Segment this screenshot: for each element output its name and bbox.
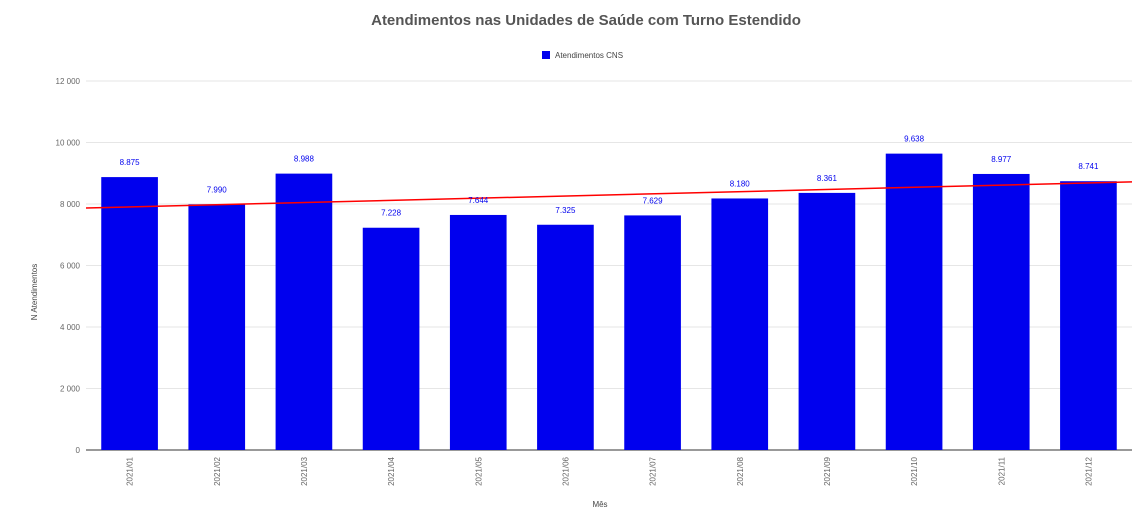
y-tick-label: 0 <box>76 446 81 455</box>
bar[interactable] <box>101 177 158 450</box>
x-tick-label: 2021/12 <box>1084 456 1093 485</box>
x-tick-label: 2021/06 <box>561 456 570 485</box>
bar-value-label: 7.644 <box>468 196 489 205</box>
y-tick-label: 6 000 <box>60 262 81 271</box>
bar-value-label: 8.180 <box>730 179 751 188</box>
bar-value-label: 7.325 <box>555 206 576 215</box>
bar-value-label: 7.228 <box>381 209 402 218</box>
y-tick-label: 12 000 <box>56 77 81 86</box>
bar-value-label: 8.741 <box>1078 162 1099 171</box>
x-axis-label: Mês <box>592 500 607 509</box>
x-tick-label: 2021/05 <box>474 456 483 485</box>
bars <box>101 153 1117 451</box>
legend-label: Atendimentos CNS <box>555 51 623 60</box>
x-tick-label: 2021/09 <box>823 456 832 485</box>
bar[interactable] <box>885 153 943 450</box>
bar[interactable] <box>972 173 1030 450</box>
bar-value-label: 7.990 <box>207 185 228 194</box>
x-tick-label: 2021/08 <box>736 456 745 485</box>
bar-value-label: 7.629 <box>643 196 664 205</box>
x-tick-label: 2021/01 <box>126 456 135 485</box>
y-tick-label: 2 000 <box>60 385 81 394</box>
bar[interactable] <box>275 173 333 450</box>
chart-title: Atendimentos nas Unidades de Saúde com T… <box>371 12 801 29</box>
data-labels: 8.875 7.990 8.988 7.228 7.644 7.325 7.629 8.180… <box>120 135 1099 218</box>
bar-value-label: 8.361 <box>817 174 838 183</box>
bar[interactable] <box>362 227 420 450</box>
x-tick-label: 2021/04 <box>387 456 396 485</box>
trendline <box>85 181 1132 209</box>
x-tick-label: 2021/07 <box>649 456 658 485</box>
bar[interactable] <box>624 215 681 450</box>
bar-value-label: 8.875 <box>120 158 141 167</box>
x-tick-label: 2021/02 <box>213 456 222 485</box>
y-tick-label: 10 000 <box>56 139 81 148</box>
bar[interactable] <box>798 192 856 451</box>
bar-value-label: 8.988 <box>294 155 315 164</box>
x-tick-label: 2021/11 <box>997 456 1006 485</box>
y-axis-ticks: 0 2 000 4 000 6 000 8 000 10 000 12 000 <box>56 77 81 455</box>
legend[interactable]: Atendimentos CNS <box>542 51 623 60</box>
x-axis-ticks: 2021/01 2021/02 2021/03 2021/04 2021/05 2021/… <box>126 456 1094 485</box>
bar-value-label: 8.977 <box>991 155 1012 164</box>
bar[interactable] <box>188 204 246 450</box>
bar[interactable] <box>711 198 769 450</box>
bar[interactable] <box>537 224 594 450</box>
y-tick-label: 4 000 <box>60 323 81 332</box>
bar-value-label: 9.638 <box>904 135 925 144</box>
legend-swatch <box>542 51 550 59</box>
y-tick-label: 8 000 <box>60 200 81 209</box>
bar[interactable] <box>449 214 507 450</box>
x-tick-label: 2021/10 <box>910 456 919 485</box>
bar[interactable] <box>1060 181 1117 451</box>
y-axis-label: N Atendimentos <box>30 264 39 320</box>
x-tick-label: 2021/03 <box>300 456 309 485</box>
